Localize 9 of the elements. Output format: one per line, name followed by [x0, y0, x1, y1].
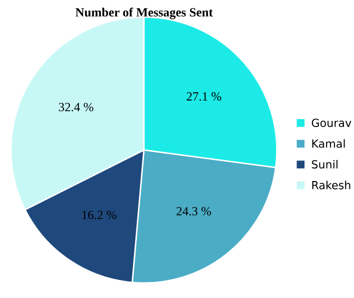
data-label: 16.2 % — [82, 210, 116, 220]
data-label: 27.1 % — [186, 92, 222, 101]
legend-label: Sunil — [312, 160, 338, 169]
chart-title: Number of Messages Sent — [76, 8, 213, 20]
data-label: 32.4 % — [58, 102, 94, 112]
legend-label: Gourav — [312, 118, 352, 128]
data-label: 24.3 % — [176, 206, 212, 216]
legend-label: Kamal — [312, 139, 345, 148]
legend-label: Rakesh — [312, 180, 350, 190]
